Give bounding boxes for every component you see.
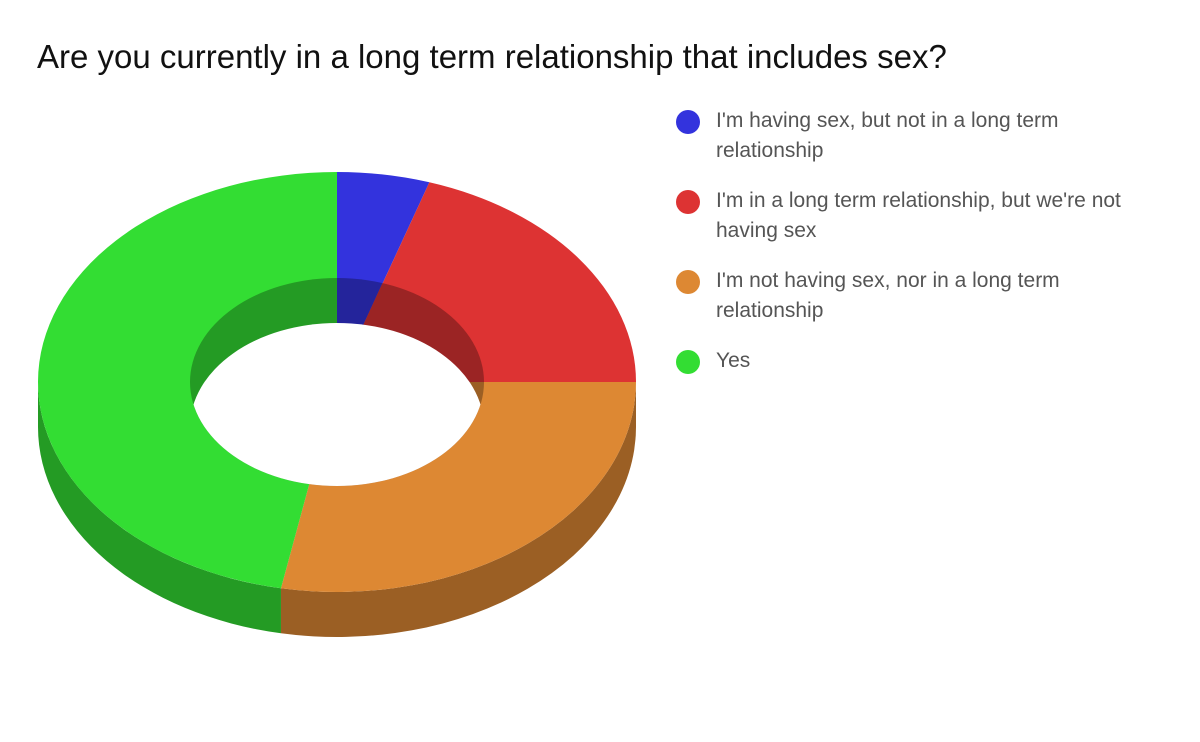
legend-item: I'm not having sex, nor in a long term r… [676,266,1156,326]
legend-swatch [676,110,700,134]
side-wall [38,382,281,634]
donut [37,172,636,637]
legend-swatch [676,350,700,374]
legend-label: I'm not having sex, nor in a long term r… [716,269,1060,322]
legend-item: Yes [676,346,1156,376]
legend-item: I'm having sex, but not in a long term r… [676,106,1156,166]
hole [190,278,484,486]
slice [37,172,337,589]
legend-swatch [676,270,700,294]
legend-label: Yes [716,349,751,372]
legend-swatch [676,190,700,214]
chart-title: Are you currently in a long term relatio… [37,38,947,75]
legend: I'm having sex, but not in a long term r… [676,106,1156,396]
legend-item: I'm in a long term relationship, but we'… [676,186,1156,246]
side-walls [38,382,636,637]
legend-label: I'm having sex, but not in a long term r… [716,109,1059,162]
side-wall [280,382,636,637]
legend-label: I'm in a long term relationship, but we'… [716,189,1121,242]
